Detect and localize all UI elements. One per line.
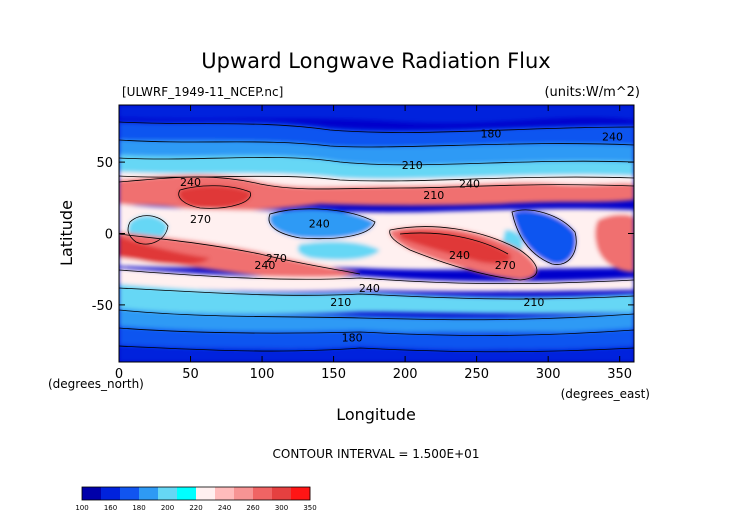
contour-line <box>119 309 634 321</box>
contour-label: 270 <box>495 259 516 272</box>
patch-south-america <box>512 210 577 265</box>
colorbar-swatch <box>215 487 235 500</box>
contour-label: 210 <box>402 159 423 172</box>
contour-line <box>389 226 538 281</box>
contour-label: 240 <box>309 218 330 231</box>
contour-line <box>268 208 376 240</box>
y-axis-label: Latitude <box>57 200 76 266</box>
band-south-pink <box>119 268 634 292</box>
x-axis-label: Longitude <box>336 405 416 424</box>
contour-label: 240 <box>180 176 201 189</box>
colorbar-swatch <box>234 487 254 500</box>
colorbar-swatch <box>272 487 292 500</box>
colorbar-tick-label: 160 <box>104 504 117 512</box>
patch-west-pacific-cyan <box>297 241 380 260</box>
contour-line <box>127 215 169 245</box>
x-tick-label: 350 <box>607 367 632 382</box>
x-tick-label: 100 <box>250 367 275 382</box>
contour-lines <box>119 121 634 353</box>
colorbar-tick-label: 300 <box>275 504 288 512</box>
band-north-red <box>119 174 634 211</box>
x-unit-label: (degrees_east) <box>561 387 650 401</box>
contour-line <box>119 269 634 285</box>
x-axis: 0 50 100 150 200 250 300 350 <box>115 105 632 382</box>
colorbar-tick-label: 100 <box>75 504 88 512</box>
x-tick-label: 250 <box>464 367 489 382</box>
colorbar-swatch <box>101 487 121 500</box>
colorbar-frame <box>81 486 311 501</box>
patch-west-pacific <box>268 208 375 239</box>
band-south-red-west <box>119 232 360 279</box>
colorbar-swatch <box>253 487 273 500</box>
colorbar-swatch <box>291 487 311 500</box>
colorbar-tick-label: 200 <box>161 504 174 512</box>
band-south-red-east-core <box>400 230 511 264</box>
contour-line <box>399 232 509 255</box>
colorbar-swatch <box>177 487 197 500</box>
contour-line <box>119 157 634 166</box>
contour-label: 240 <box>359 282 380 295</box>
colorbar-tick-label: 180 <box>132 504 145 512</box>
x-tick-label: 300 <box>536 367 561 382</box>
y-tick-label: 0 <box>105 228 113 243</box>
contour-line <box>119 287 634 300</box>
colorbar-tick-label: 260 <box>246 504 259 512</box>
x-tick-label: 150 <box>321 367 346 382</box>
colorbar-swatch <box>120 487 140 500</box>
contour-label: 240 <box>459 178 480 191</box>
colorbar-tick-label: 350 <box>303 504 316 512</box>
band-south-light-blue <box>119 308 634 333</box>
y-unit-label: (degrees_north) <box>48 377 144 391</box>
band-south-red-atlantic <box>595 214 634 272</box>
band-south-red-africa <box>119 236 210 265</box>
band-south-polar <box>119 345 634 362</box>
band-north-polar <box>119 105 634 124</box>
contour-line <box>119 327 634 336</box>
contour-label: 180 <box>480 128 501 141</box>
contour-line <box>119 176 634 190</box>
contour-label: 240 <box>254 259 275 272</box>
flux-field <box>119 105 634 362</box>
contour-line <box>119 139 634 148</box>
colorbar-tick-label: 220 <box>189 504 202 512</box>
contour-label: 240 <box>449 249 470 262</box>
band-south-mid-blue <box>119 326 634 350</box>
colorbar: 100 160 180 200 220 240 260 300 350 <box>75 486 317 512</box>
contour-line <box>178 185 251 209</box>
x-tick-label: 50 <box>182 367 199 382</box>
contour-line <box>511 209 577 265</box>
contour-label: 270 <box>266 252 287 265</box>
colorbar-swatch <box>139 487 159 500</box>
band-north-red-core <box>178 185 251 209</box>
colorbar-swatch <box>196 487 216 500</box>
contour-interval: CONTOUR INTERVAL = 1.500E+01 <box>273 447 480 461</box>
contour-label: 180 <box>342 332 363 345</box>
chart-title: Upward Longwave Radiation Flux <box>201 49 550 73</box>
contour-label: 240 <box>602 130 623 143</box>
contour-label: 270 <box>190 213 211 226</box>
colorbar-tick-label: 240 <box>218 504 231 512</box>
x-tick-label: 0 <box>115 367 123 382</box>
y-axis: -50 0 50 <box>92 156 634 314</box>
y-tick-label: -50 <box>92 299 113 314</box>
colorbar-swatch <box>82 487 102 500</box>
contour-line <box>119 233 361 275</box>
contour-label: 210 <box>423 189 444 202</box>
colorbar-swatch <box>158 487 178 500</box>
chart-subtitle-right: (units:W/m^2) <box>544 85 640 100</box>
contour-label: 210 <box>523 296 544 309</box>
contour-line <box>119 345 634 353</box>
x-tick-label: 200 <box>393 367 418 382</box>
band-south-cyan <box>119 284 634 315</box>
y-tick-label: 50 <box>96 156 113 171</box>
chart-subtitle-left: [ULWRF_1949-11_NCEP.nc] <box>122 85 283 99</box>
contour-label: 210 <box>330 296 351 309</box>
contour-line <box>119 121 634 133</box>
